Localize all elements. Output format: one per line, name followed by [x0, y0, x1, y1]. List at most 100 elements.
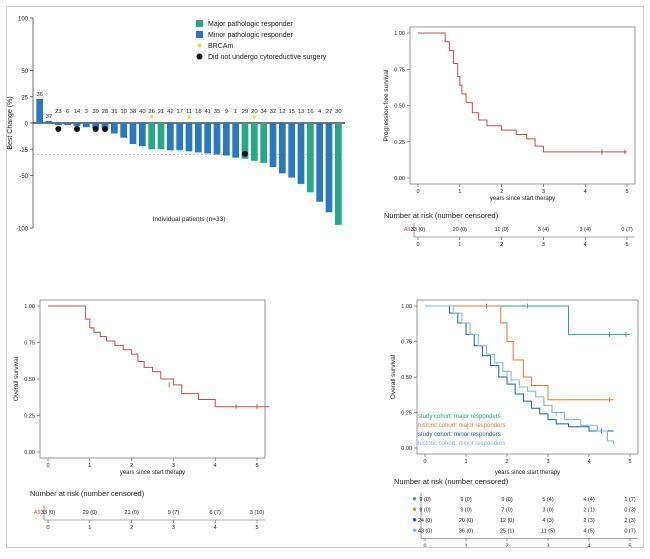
risk-count: 43 (0)	[418, 529, 433, 535]
bar-patient-16	[306, 123, 314, 193]
bar-id-label: 11	[186, 109, 192, 115]
bar-id-label: 38	[130, 109, 136, 115]
km-y-label: Overall survival	[390, 354, 397, 399]
risk-count: 4 (4)	[583, 497, 594, 503]
risk-x-tick-label: 4	[584, 242, 587, 248]
risk-count: 9 (0)	[460, 508, 471, 514]
km-x-tick-label: 3	[546, 459, 549, 465]
km-y-tick-label: 0.25	[394, 140, 405, 146]
km-x-tick-label: 1	[88, 463, 91, 469]
bar-patient-11	[185, 123, 193, 152]
risk-x-tick-label: 4	[214, 525, 217, 531]
risk-count: 5 (4)	[542, 497, 553, 503]
km-x-tick-label: 4	[584, 189, 587, 195]
risk-count: 3 (0)	[542, 508, 553, 514]
km-y-tick-label: 0.00	[401, 446, 412, 452]
risk-count: 33 (0)	[411, 227, 426, 233]
bar-patient-30	[334, 123, 342, 225]
risk-count: 0 (7)	[624, 529, 635, 535]
risk-count: 9 (7)	[168, 510, 179, 516]
risk-count: 0 (7)	[621, 227, 632, 233]
risk-row-label: All	[34, 510, 40, 516]
bar-id-label: 32	[270, 109, 276, 115]
km-y-label: Overall survival	[13, 356, 20, 401]
bar-id-label: 6	[66, 109, 69, 115]
bar-patient-15	[288, 123, 296, 178]
risk-x-tick-label: 3	[546, 544, 549, 550]
risk-count: 3 (4)	[580, 227, 591, 233]
risk-table-title: Number at risk (number censored)	[394, 477, 509, 486]
bar-id-label: 9	[225, 109, 228, 115]
bar-id-label: 42	[167, 109, 173, 115]
km-x-tick-label: 0	[416, 189, 419, 195]
km-legend-label: study cohort: major responders	[418, 414, 501, 420]
km-x-tick-label: 2	[500, 189, 503, 195]
bar-patient-37	[45, 120, 53, 123]
risk-x-tick-label: 0	[46, 525, 49, 531]
legend-label: Did not undergo cytoreductive surgery	[208, 54, 327, 61]
km-x-tick-label: 5	[625, 189, 628, 195]
km-curve-0	[48, 305, 270, 408]
km-x-tick-label: 1	[464, 459, 467, 465]
risk-count: 21 (0)	[124, 510, 139, 516]
bar-id-label: 40	[139, 109, 145, 115]
risk-count: 29 (0)	[83, 510, 98, 516]
no-surgery-marker	[242, 150, 248, 157]
km-x-tick-label: 3	[542, 189, 545, 195]
km-y-tick-label: 1.00	[24, 304, 35, 310]
bar-id-label: 36	[36, 92, 42, 98]
bar-x-label: Individual patients (n=33)	[153, 216, 226, 223]
bar-id-label: 4	[318, 109, 322, 115]
risk-x-tick-label: 3	[172, 525, 175, 531]
risk-count: 4 (3)	[542, 518, 553, 524]
km-y-tick-label: 0.75	[24, 341, 35, 347]
legend-swatch	[196, 20, 203, 27]
km-y-tick-label: 0.75	[401, 340, 412, 346]
bar-patient-9	[222, 123, 230, 156]
km-y-tick-label: 0.75	[394, 67, 405, 73]
bar-id-label: 30	[335, 109, 341, 115]
km-curve-2	[425, 305, 614, 432]
bar-id-label: 34	[260, 109, 267, 115]
bar-patient-35	[213, 123, 221, 155]
risk-count: 11 (5)	[541, 529, 555, 535]
km-y-tick-label: 0.50	[24, 377, 35, 383]
risk-count: 11 (0)	[495, 227, 509, 233]
bar-id-label: 18	[195, 109, 201, 115]
bar-patient-40	[138, 123, 146, 147]
risk-x-tick-label: 1	[464, 544, 467, 550]
risk-x-tick-label: 1	[88, 525, 91, 531]
risk-count: 12 (0)	[500, 518, 515, 524]
km-x-tick-label: 0	[423, 459, 426, 465]
bar-patient-10	[120, 123, 128, 138]
bar-y-tick-label: 25	[21, 95, 28, 101]
risk-count: 9 (0)	[501, 497, 512, 503]
risk-count: 1 (7)	[624, 497, 635, 503]
bar-y-tick-label: -100	[16, 227, 29, 233]
bar-y-tick-label: 100	[18, 17, 29, 23]
risk-count: 2 (3)	[624, 518, 635, 524]
legend-label: Minor pathologic responder	[208, 32, 293, 39]
km-legend-label: historic cohort: major responders	[418, 423, 505, 429]
bar-id-label: 41	[204, 109, 210, 115]
bar-patient-29	[241, 123, 249, 159]
bar-patient-18	[194, 123, 202, 153]
km-curve-3	[425, 305, 615, 444]
risk-count: 9 (0)	[460, 497, 471, 503]
bar-patient-23	[54, 123, 62, 126]
brca-marker	[187, 115, 191, 119]
bar-id-label: 39	[92, 109, 98, 115]
bar-id-label: 23	[55, 109, 61, 115]
legend-swatch	[197, 43, 202, 48]
no-surgery-marker	[74, 126, 80, 132]
bar-id-label: 27	[326, 109, 332, 115]
risk-table-title: Number at risk (number censored)	[384, 211, 499, 220]
risk-count: 2 (3)	[583, 518, 594, 524]
bar-patient-41	[204, 123, 212, 154]
bar-patient-39	[92, 123, 100, 129]
brca-marker	[252, 115, 257, 119]
bar-patient-13	[297, 123, 305, 184]
bar-patient-3	[82, 123, 90, 128]
bar-id-label: 13	[298, 109, 304, 115]
